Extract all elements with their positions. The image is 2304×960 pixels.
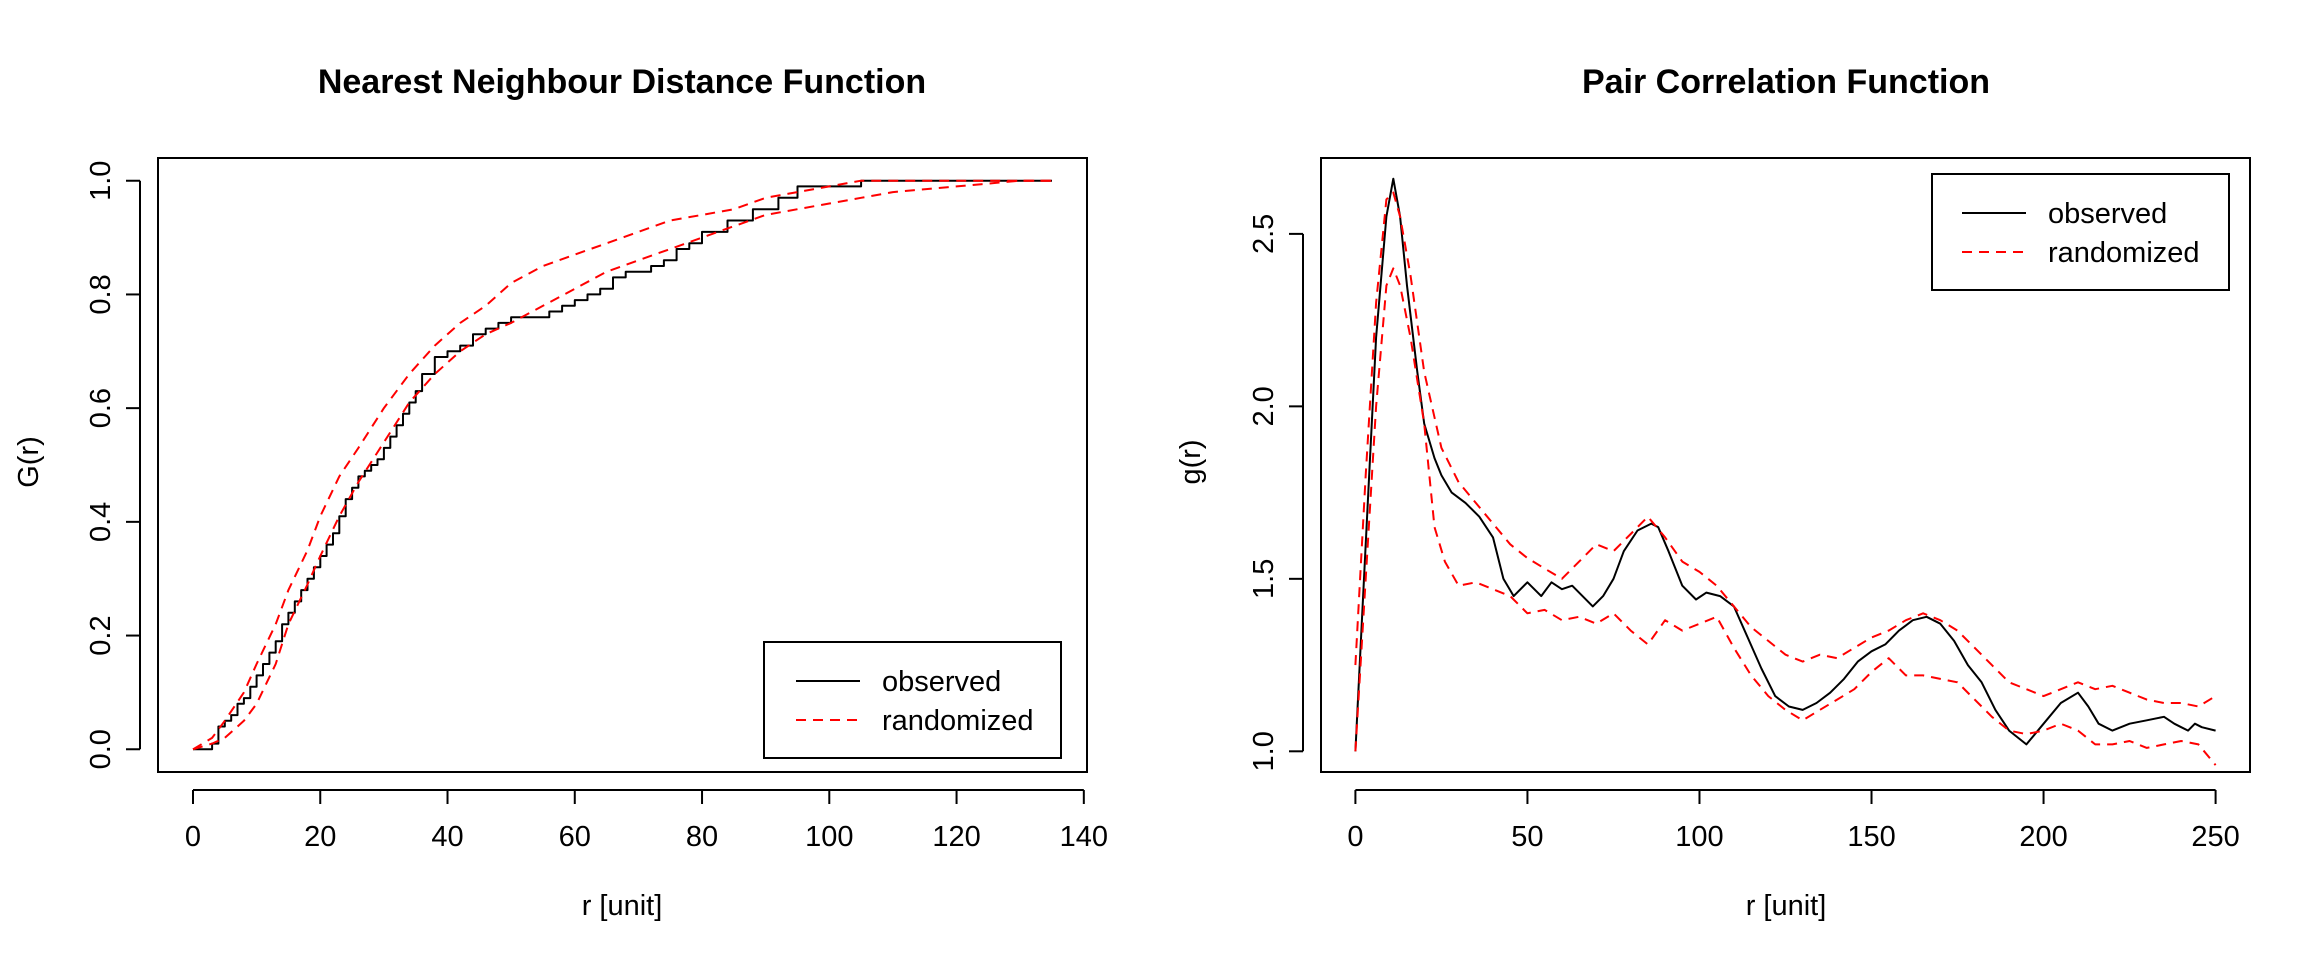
x-tick-label: 120: [932, 821, 980, 853]
x-tick-label: 0: [1347, 821, 1363, 853]
y-tick-label: 1.0: [85, 161, 117, 201]
series-randomized-line: [1354, 191, 2217, 708]
chart-title: Pair Correlation Function: [1582, 63, 1990, 101]
legend-randomized-label: randomized: [882, 705, 1034, 737]
legend-observed-label: observed: [2048, 198, 2167, 230]
x-tick-label: 140: [1060, 821, 1108, 853]
x-tick-label: 200: [2019, 821, 2067, 853]
legend-randomized-label: randomized: [2048, 237, 2200, 269]
x-axis: 0 20 40 60 80 100 120 140: [185, 789, 1108, 853]
x-axis-label: r [unit]: [582, 890, 663, 922]
x-tick-label: 20: [304, 821, 336, 853]
x-axis-label: r [unit]: [1746, 890, 1827, 922]
series-observed-line: [1354, 177, 2216, 752]
y-tick-label: 2.5: [1248, 214, 1280, 254]
series-randomized-line: [192, 179, 1052, 751]
pair-correlation-panel: Pair Correlation Function r [unit] g(r) …: [1175, 63, 2251, 922]
legend-observed-label: observed: [882, 666, 1001, 698]
x-tick-label: 40: [431, 821, 463, 853]
chart-title: Nearest Neighbour Distance Function: [318, 63, 926, 101]
legend: observed randomized: [763, 641, 1062, 759]
plot-frame: [1320, 157, 2251, 773]
plot-lines: [1354, 177, 2217, 766]
series-randomized-line: [192, 179, 1052, 751]
plot-frame: [157, 157, 1088, 773]
x-axis: 0 50 100 150 200 250: [1347, 789, 2240, 853]
y-tick-label: 0.6: [85, 388, 117, 428]
y-axis: 1.0 1.5 2.0 2.5: [1248, 214, 1304, 771]
plot-lines: [192, 179, 1052, 751]
legend: observed randomized: [1931, 173, 2230, 291]
series-observed-line: [193, 179, 1052, 751]
x-tick-label: 80: [686, 821, 718, 853]
y-tick-label: 0.2: [85, 615, 117, 655]
y-tick-label: 0.4: [85, 502, 117, 542]
nearest-neighbour-panel: Nearest Neighbour Distance Function r [u…: [13, 63, 1108, 922]
y-tick-label: 0.8: [85, 274, 117, 314]
x-tick-label: 60: [559, 821, 591, 853]
y-axis-label: g(r): [1175, 439, 1207, 484]
y-tick-label: 2.0: [1248, 386, 1280, 426]
legend-box: [763, 641, 1062, 759]
legend-box: [1931, 173, 2230, 291]
series-randomized-line: [1354, 267, 2217, 766]
x-tick-label: 250: [2191, 821, 2239, 853]
x-tick-label: 50: [1511, 821, 1543, 853]
y-tick-label: 1.5: [1248, 559, 1280, 599]
x-tick-label: 0: [185, 821, 201, 853]
x-tick-label: 150: [1847, 821, 1895, 853]
y-axis: 0.0 0.2 0.4 0.6 0.8 1.0: [85, 161, 141, 769]
x-tick-label: 100: [1675, 821, 1723, 853]
y-tick-label: 1.0: [1248, 731, 1280, 771]
y-axis-label: G(r): [13, 436, 45, 488]
y-tick-label: 0.0: [85, 729, 117, 769]
x-tick-label: 100: [805, 821, 853, 853]
